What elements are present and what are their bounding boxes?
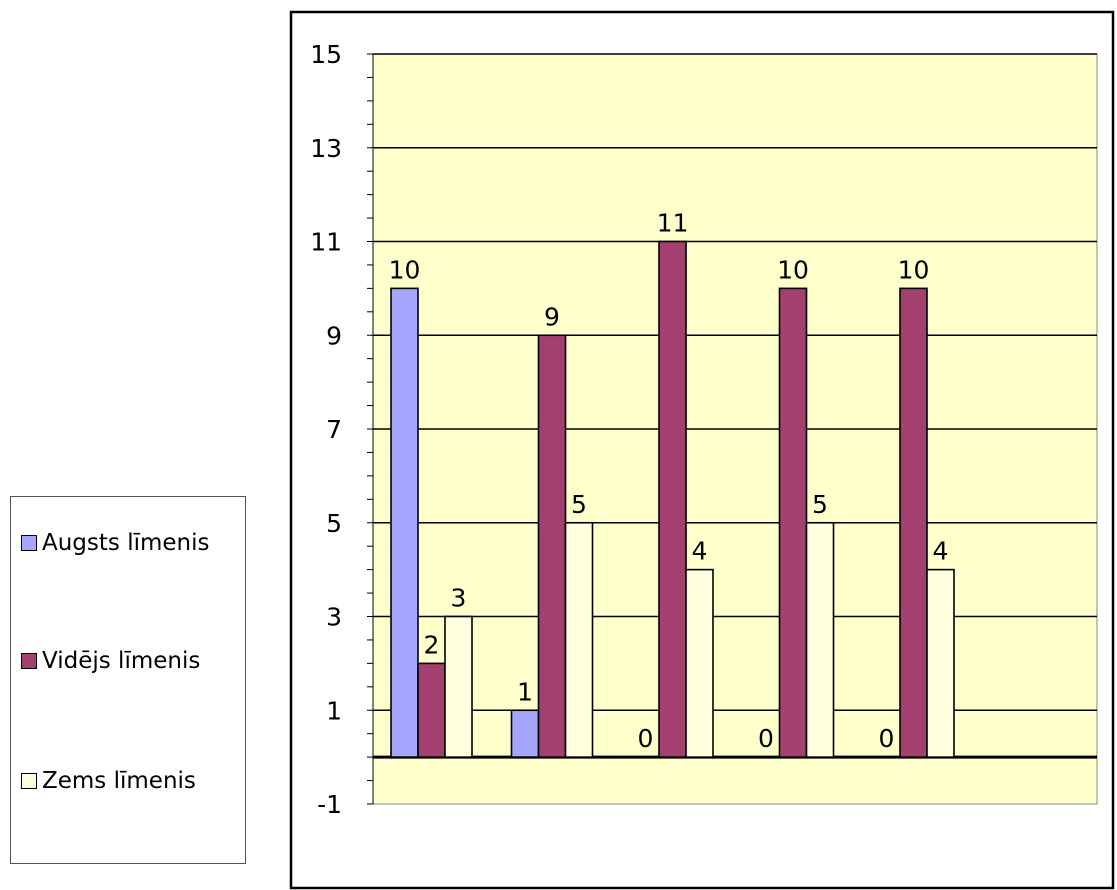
y-tick-label-8: -1	[317, 790, 342, 819]
legend: Augsts līmenis Vidējs līmenis Zems līmen…	[10, 496, 246, 864]
legend-swatch-low	[21, 773, 37, 789]
data-label-s1-c1: 9	[544, 302, 560, 331]
data-label-s2-c0: 3	[451, 584, 467, 613]
data-label-s1-c3: 10	[777, 255, 809, 284]
legend-label-medium: Vidējs līmenis	[42, 648, 201, 674]
data-label-s2-c3: 5	[812, 490, 828, 519]
legend-label-low: Zems līmenis	[42, 768, 196, 794]
bar-s1-c0	[417, 662, 446, 758]
data-label-s0-c2: 0	[638, 724, 654, 753]
data-label-s0-c4: 0	[879, 724, 895, 753]
legend-item-medium: Vidējs līmenis	[21, 645, 242, 678]
legend-swatch-medium	[21, 653, 37, 669]
data-label-s1-c2: 11	[657, 209, 689, 238]
y-tick-label-7: 1	[326, 696, 342, 725]
bar-s2-c1	[564, 521, 594, 758]
data-label-s2-c2: 4	[692, 537, 708, 566]
bar-s1-c2	[658, 240, 687, 758]
bar-s2-c3	[805, 521, 835, 758]
data-label-s1-c0: 2	[424, 630, 440, 659]
bar-s1-c3	[778, 287, 808, 758]
data-label-s1-c4: 10	[898, 255, 930, 284]
y-tick-label-1: 13	[310, 134, 342, 163]
bar-s2-c2	[685, 568, 714, 758]
y-tick-label-4: 7	[326, 415, 342, 444]
bar-s2-c0	[444, 615, 473, 758]
y-tick-label-0: 15	[310, 40, 342, 69]
bar-s1-c1	[537, 334, 567, 758]
y-tick-label-2: 11	[310, 228, 342, 257]
chart-frame	[289, 10, 1115, 890]
data-label-s0-c1: 1	[517, 677, 533, 706]
legend-label-high: Augsts līmenis	[42, 530, 210, 556]
data-label-s2-c4: 4	[933, 537, 949, 566]
data-label-s0-c3: 0	[758, 724, 774, 753]
y-tick-label-5: 5	[326, 509, 342, 538]
bar-s2-c4	[926, 568, 955, 758]
bar-s1-c4	[899, 287, 928, 758]
data-label-s0-c0: 10	[389, 255, 421, 284]
data-label-s2-c1: 5	[571, 490, 587, 519]
legend-swatch-high	[21, 535, 37, 551]
y-tick-label-3: 9	[326, 321, 342, 350]
y-tick-label-6: 3	[326, 603, 342, 632]
bar-s0-c0	[390, 287, 419, 758]
bar-s0-c1	[510, 709, 540, 758]
legend-item-low: Zems līmenis	[21, 765, 242, 798]
legend-item-high: Augsts līmenis	[21, 527, 242, 560]
